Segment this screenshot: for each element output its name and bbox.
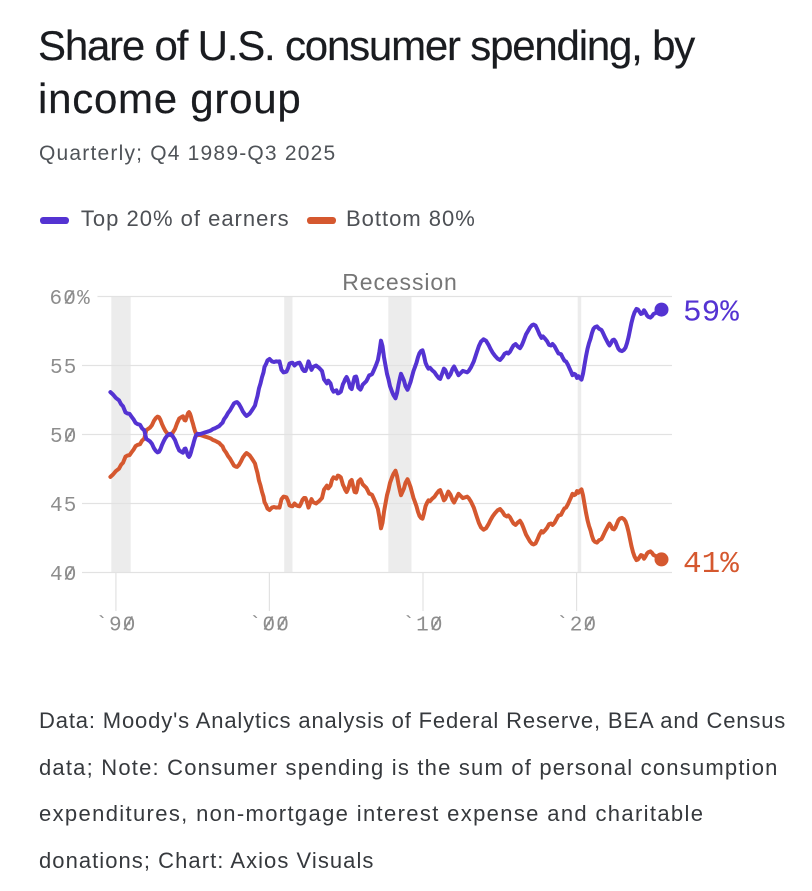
svg-text:50: 50 xyxy=(50,426,78,449)
svg-text:40: 40 xyxy=(50,564,78,587)
svg-text:41%: 41% xyxy=(683,547,739,582)
svg-text:60%: 60% xyxy=(50,288,91,311)
svg-text:Recession: Recession xyxy=(342,269,458,295)
svg-text:`90: `90 xyxy=(95,615,136,638)
svg-text:55: 55 xyxy=(50,357,78,380)
svg-text:59%: 59% xyxy=(683,296,739,331)
svg-text:45: 45 xyxy=(50,495,78,518)
svg-text:`20: `20 xyxy=(556,615,597,638)
svg-text:`10: `10 xyxy=(402,615,443,638)
svg-text:`00: `00 xyxy=(249,615,290,638)
